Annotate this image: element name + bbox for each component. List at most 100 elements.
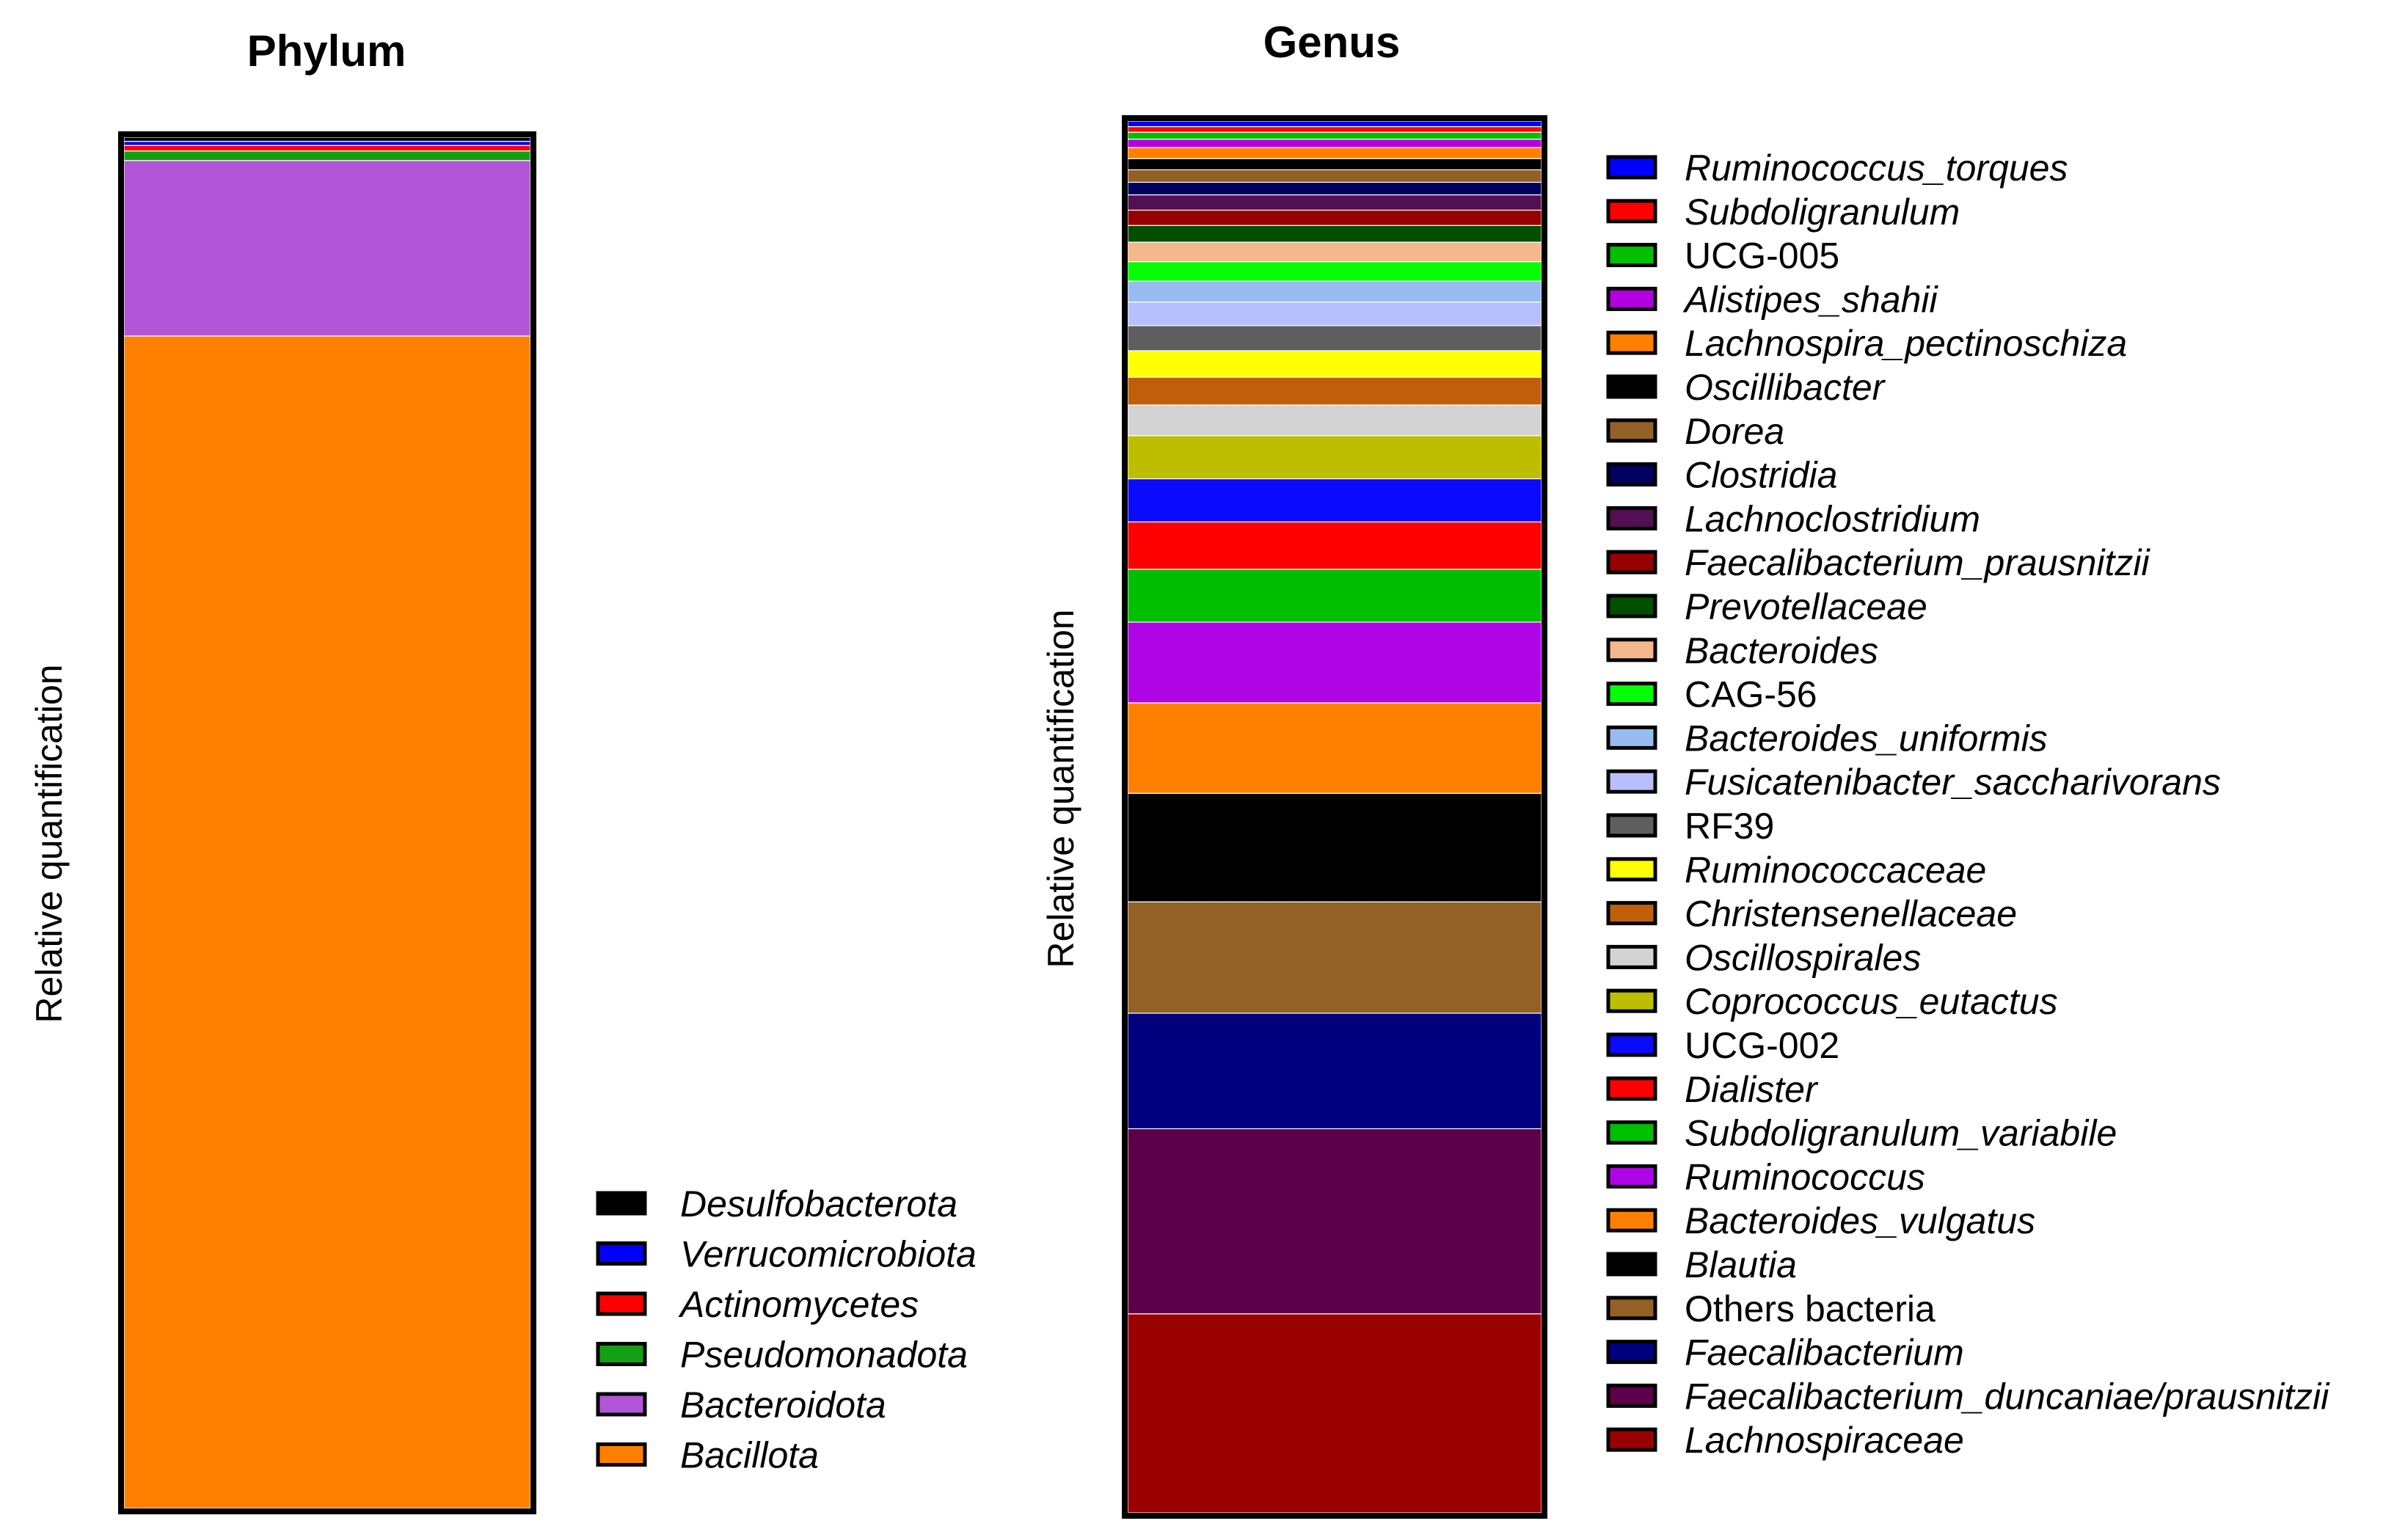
genus-bar-frame <box>1122 115 1547 1519</box>
genus-legend-label-cag-56: CAG-56 <box>1685 674 1817 715</box>
genus-bar-segment-bacteroides-uniformis <box>1127 280 1542 303</box>
genus-legend-swatch-dialister <box>1606 1076 1657 1101</box>
genus-bar-segment-ucg-005 <box>1127 131 1542 140</box>
phylum-bar-segment-bacillota <box>123 335 531 1509</box>
genus-legend-label-blautia: Blautia <box>1685 1244 1797 1285</box>
genus-legend-label-rf39: RF39 <box>1685 806 1774 847</box>
genus-legend-swatch-subdoligranulum-variabile <box>1606 1120 1657 1145</box>
genus-legend-label-ucg-002: UCG-002 <box>1685 1025 1839 1066</box>
genus-legend-label-subdoligranulum-variabile: Subdoligranulum_variabile <box>1685 1113 2117 1154</box>
genus-bar-segment-rf39 <box>1127 325 1542 351</box>
genus-legend-swatch-lachnospiraceae <box>1606 1427 1657 1452</box>
genus-legend-swatch-faecalibacterium <box>1606 1340 1657 1365</box>
genus-legend-swatch-others-bacteria <box>1606 1296 1657 1321</box>
genus-bar-segment-fusicatenibacter-saccharivorans <box>1127 302 1542 326</box>
genus-legend-label-dialister: Dialister <box>1685 1069 1819 1110</box>
genus-legend-label-bacteroides: Bacteroides <box>1685 630 1878 671</box>
genus-legend-swatch-prevotellaceae <box>1606 594 1657 618</box>
phylum-legend-label-bacillota: Bacillota <box>680 1435 819 1476</box>
genus-legend-swatch-ruminococcaceae <box>1606 857 1657 882</box>
phylum-bar-frame <box>118 131 536 1514</box>
genus-bar-segment-subdoligranulum <box>1127 125 1542 133</box>
phylum-legend-swatch-desulfobacterota <box>596 1191 647 1216</box>
genus-legend-swatch-fusicatenibacter-saccharivorans <box>1606 769 1657 794</box>
genus-legend-swatch-oscillibacter <box>1606 374 1657 399</box>
genus-legend-label-oscillospirales: Oscillospirales <box>1685 937 1921 978</box>
genus-legend-swatch-ucg-005 <box>1606 243 1657 268</box>
genus-bar-segment-ruminococcus-torques <box>1127 120 1542 128</box>
phylum-bar-segment-actinomycetes <box>123 145 531 152</box>
phylum-legend-swatch-actinomycetes <box>596 1291 647 1316</box>
genus-legend-swatch-ruminococcus <box>1606 1164 1657 1189</box>
phylum-legend-swatch-bacteroidota <box>596 1392 647 1417</box>
genus-bar-segment-blautia <box>1127 792 1542 902</box>
phylum-bar-segment-pseudomonadota <box>123 150 531 161</box>
genus-bar-segment-lachnospira-pectinoschiza <box>1127 147 1542 159</box>
phylum-panel: Phylum Relative quantification Desulfoba… <box>29 26 977 1514</box>
genus-legend-label-subdoligranulum: Subdoligranulum <box>1685 191 1960 233</box>
genus-bar-segment-faecalibacterium <box>1127 1012 1542 1130</box>
genus-y-axis-label: Relative quantification <box>1040 609 1081 968</box>
phylum-bar-segment-desulfobacterota <box>123 136 531 142</box>
genus-legend-swatch-alistipes-shahii <box>1606 286 1657 311</box>
genus-legend-swatch-christensenellaceae <box>1606 901 1657 926</box>
genus-legend-label-faecalibacterium-prausnitzii: Faecalibacterium_prausnitzii <box>1685 542 2151 583</box>
genus-legend-label-faecalibacterium-duncaniae-prausnitzii: Faecalibacterium_duncaniae/prausnitzii <box>1685 1376 2330 1417</box>
genus-bar-segment-faecalibacterium-duncaniae-prausnitzii <box>1127 1128 1542 1315</box>
phylum-legend-label-pseudomonadota: Pseudomonadota <box>680 1335 968 1376</box>
phylum-legend: Desulfobacterota Verrucomicrobiota Actinom… <box>596 1183 977 1476</box>
genus-legend-swatch-cag-56 <box>1606 682 1657 707</box>
genus-bar-segment-christensenellaceae <box>1127 376 1542 406</box>
genus-legend-swatch-lachnospira-pectinoschiza <box>1606 330 1657 355</box>
genus-bar-segment-lachnoclostridium <box>1127 194 1542 211</box>
genus-legend-swatch-faecalibacterium-duncaniae-prausnitzii <box>1606 1383 1657 1408</box>
genus-bar-segment-lachnospiraceae <box>1127 1313 1542 1514</box>
phylum-legend-label-verrucomicrobiota: Verrucomicrobiota <box>680 1234 977 1275</box>
genus-bar-segment-alistipes-shahii <box>1127 139 1542 148</box>
genus-legend-swatch-clostridia <box>1606 462 1657 487</box>
phylum-legend-label-desulfobacterota: Desulfobacterota <box>680 1183 957 1225</box>
phylum-bar-segment-verrucomicrobiota <box>123 141 531 146</box>
genus-bar-segment-clostridia <box>1127 181 1542 196</box>
genus-bar-segment-cag-56 <box>1127 261 1542 282</box>
genus-legend-swatch-faecalibacterium-prausnitzii <box>1606 550 1657 574</box>
genus-legend-label-faecalibacterium: Faecalibacterium <box>1685 1332 1964 1373</box>
genus-panel: Genus Relative quantification Ruminococc… <box>1040 18 2330 1519</box>
genus-legend-label-clostridia: Clostridia <box>1685 455 1837 496</box>
genus-legend-swatch-dorea <box>1606 418 1657 443</box>
genus-legend-label-ucg-005: UCG-005 <box>1685 236 1839 277</box>
genus-legend-label-lachnospiraceae: Lachnospiraceae <box>1685 1420 1964 1461</box>
genus-legend-label-ruminococcus: Ruminococcus <box>1685 1156 1925 1197</box>
phylum-legend-swatch-verrucomicrobiota <box>596 1241 647 1266</box>
genus-legend-label-fusicatenibacter-saccharivorans: Fusicatenibacter_saccharivorans <box>1685 762 2221 803</box>
genus-legend-label-prevotellaceae: Prevotellaceae <box>1685 586 1927 627</box>
genus-legend-swatch-ucg-002 <box>1606 1032 1657 1057</box>
genus-legend-label-ruminococcaceae: Ruminococcaceae <box>1685 850 1986 891</box>
genus-legend-label-lachnoclostridium: Lachnoclostridium <box>1685 498 1980 539</box>
genus-bar-segment-oscillibacter <box>1127 158 1542 171</box>
phylum-y-axis-label: Relative quantification <box>29 664 70 1023</box>
genus-legend-swatch-bacteroides <box>1606 638 1657 663</box>
genus-legend-label-alistipes-shahii: Alistipes_shahii <box>1682 279 1939 320</box>
genus-bar-segment-others-bacteria <box>1127 901 1542 1014</box>
genus-legend-label-dorea: Dorea <box>1685 411 1784 452</box>
genus-bar-segment-ruminococcaceae <box>1127 350 1542 378</box>
genus-legend-label-ruminococcus-torques: Ruminococcus_torques <box>1685 147 2068 189</box>
genus-bar-segment-oscillospirales <box>1127 404 1542 437</box>
genus-bar-segment-dialister <box>1127 521 1542 570</box>
genus-legend-label-others-bacteria: Others bacteria <box>1685 1288 1936 1329</box>
phylum-title: Phylum <box>247 26 406 76</box>
genus-legend-swatch-ruminococcus-torques <box>1606 155 1657 180</box>
phylum-bar-segment-bacteroidota <box>123 160 531 337</box>
genus-legend-label-bacteroides-uniformis: Bacteroides_uniformis <box>1685 718 2048 759</box>
genus-legend-swatch-bacteroides-vulgatus <box>1606 1208 1657 1233</box>
genus-legend-label-oscillibacter: Oscillibacter <box>1685 367 1886 408</box>
genus-bar-segment-ucg-002 <box>1127 478 1542 522</box>
phylum-legend-label-bacteroidota: Bacteroidota <box>680 1384 886 1426</box>
genus-bar-segment-ruminococcus <box>1127 621 1542 704</box>
genus-bar-segment-bacteroides <box>1127 241 1542 263</box>
genus-legend-swatch-coprococcus-eutactus <box>1606 988 1657 1013</box>
genus-legend-swatch-oscillospirales <box>1606 944 1657 969</box>
genus-legend-swatch-rf39 <box>1606 813 1657 838</box>
